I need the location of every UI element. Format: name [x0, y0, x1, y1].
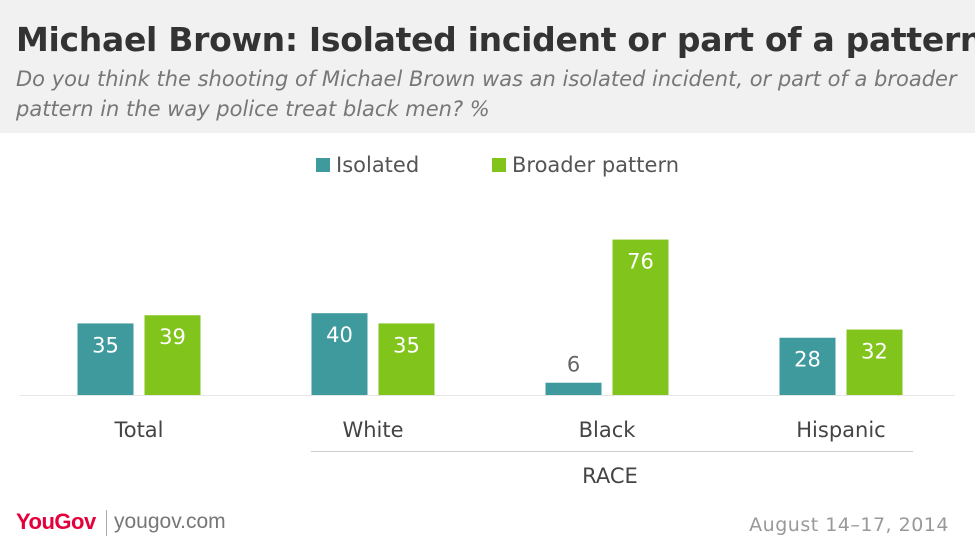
- category-label-black: Black: [579, 418, 637, 442]
- bar-broader-pattern-total: [144, 315, 201, 395]
- data-label-broader-pattern-white: 35: [393, 333, 420, 357]
- legend-label-broader-pattern: Broader pattern: [512, 153, 680, 177]
- legend-label-isolated: Isolated: [336, 153, 420, 177]
- chart-title: Michael Brown: Isolated incident or part…: [16, 20, 975, 59]
- data-label-broader-pattern-total: 39: [159, 325, 186, 349]
- chart-subtitle: Do you think the shooting of Michael Bro…: [16, 67, 957, 121]
- data-label-isolated-black: 6: [567, 353, 580, 377]
- category-label-total: Total: [113, 418, 163, 442]
- data-label-isolated-total: 35: [92, 333, 119, 357]
- legend-item-isolated: Isolated: [316, 150, 419, 180]
- bar-broader-pattern-white: [378, 323, 435, 395]
- footer-url[interactable]: yougov.com: [114, 510, 226, 533]
- bar-isolated-white: [311, 313, 368, 395]
- data-label-isolated-white: 40: [326, 323, 353, 347]
- bar-isolated-black: [545, 382, 602, 395]
- data-label-isolated-hispanic: 28: [794, 348, 821, 372]
- category-label-white: White: [342, 418, 403, 442]
- legend-swatch-isolated: [316, 158, 330, 172]
- data-label-broader-pattern-black: 76: [627, 250, 654, 274]
- yougov-logo: YouGov: [16, 509, 96, 534]
- legend-item-broader-pattern: Broader pattern: [492, 150, 679, 180]
- data-label-broader-pattern-hispanic: 32: [861, 340, 888, 364]
- footer-divider: [106, 510, 107, 536]
- bar-isolated-hispanic: [779, 337, 836, 395]
- survey-date: August 14–17, 2014: [749, 514, 949, 536]
- bar-isolated-total: [77, 323, 134, 395]
- category-label-hispanic: Hispanic: [796, 418, 885, 442]
- bar-broader-pattern-hispanic: [846, 329, 903, 395]
- chart-header: Michael Brown: Isolated incident or part…: [0, 0, 975, 133]
- legend-swatch-broader-pattern: [492, 158, 506, 172]
- chart-legend: Isolated Broader pattern: [0, 150, 975, 180]
- race-group-label: RACE: [582, 464, 638, 488]
- bar-broader-pattern-black: [612, 239, 669, 395]
